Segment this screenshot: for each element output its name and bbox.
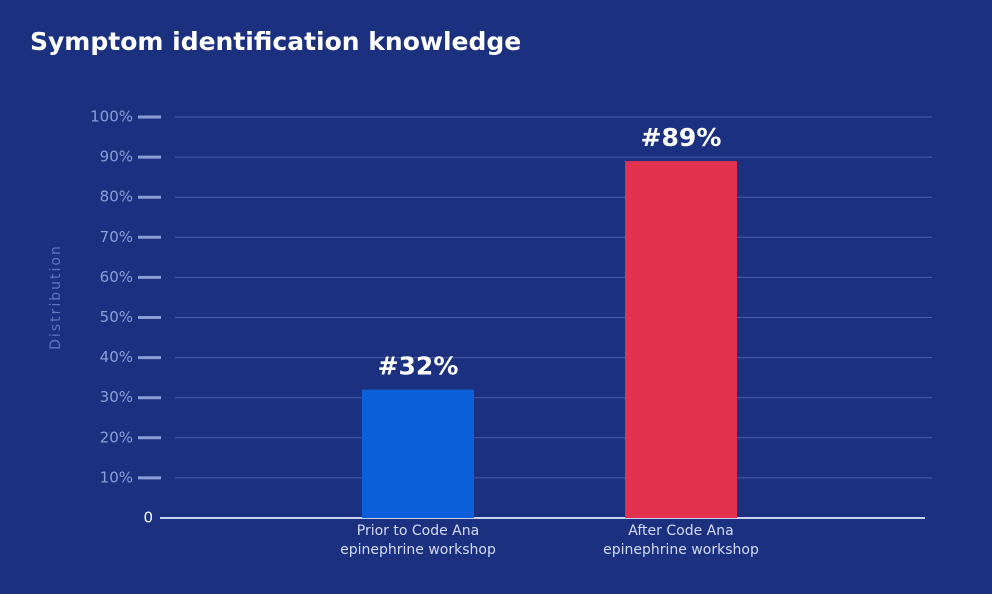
chart-title: Symptom identification knowledge [30, 27, 521, 56]
value-label: #89% [641, 123, 722, 152]
y-tick-label: 70% [100, 228, 133, 246]
y-tick-label: 100% [90, 108, 133, 126]
x-tick-label: After Code Ana epinephrine workshop [603, 523, 759, 558]
bar [362, 389, 474, 518]
y-tick-label: 0 [143, 509, 153, 527]
y-tick-label: 90% [100, 148, 133, 166]
y-tick-label: 50% [100, 308, 133, 326]
bar [625, 161, 737, 519]
y-tick-label: 10% [100, 468, 133, 486]
x-tick-label: Prior to Code Ana epinephrine workshop [340, 523, 496, 558]
y-axis-label: Distribution [48, 244, 64, 350]
y-tick-label: 20% [100, 428, 133, 446]
y-tick-label: 80% [100, 188, 133, 206]
value-label: #32% [378, 352, 459, 381]
y-tick-label: 40% [100, 348, 133, 366]
y-tick-label: 60% [100, 268, 133, 286]
y-tick-label: 30% [100, 388, 133, 406]
